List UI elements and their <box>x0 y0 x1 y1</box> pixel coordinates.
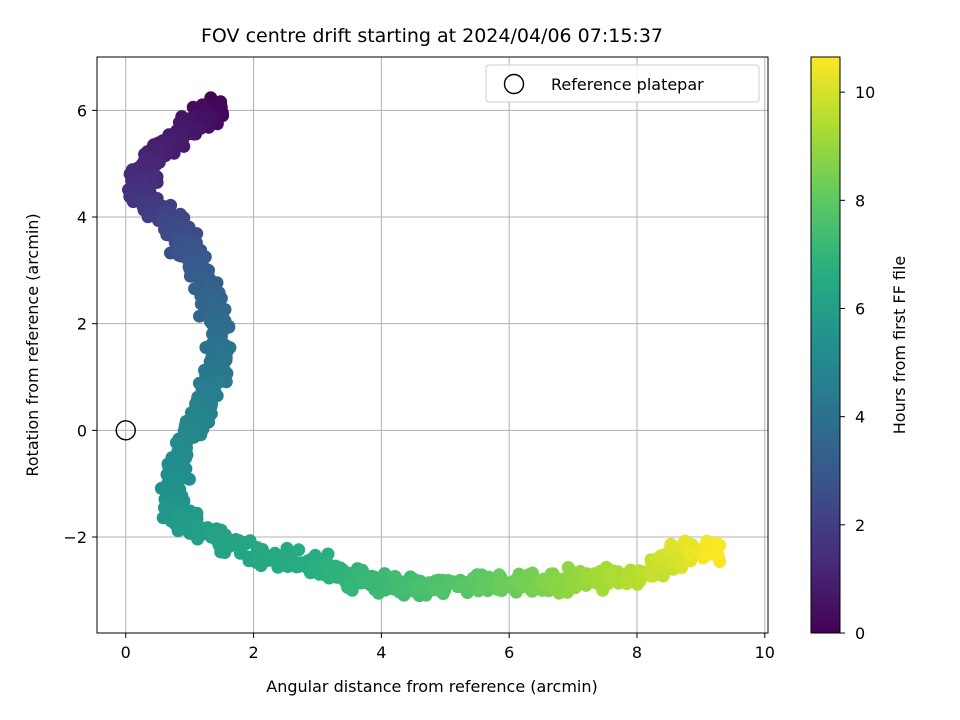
data-point <box>683 547 696 561</box>
plot-frame <box>96 56 769 634</box>
data-point <box>711 550 725 564</box>
y-axis-ticks: −2 0 2 4 6 <box>63 101 97 547</box>
y-tick-label: 6 <box>77 101 87 120</box>
colorbar-tick-label: 4 <box>855 408 865 427</box>
data-point <box>713 538 727 552</box>
data-point <box>138 153 152 167</box>
data-point <box>198 250 212 264</box>
legend-box <box>485 64 760 103</box>
data-point <box>292 543 306 557</box>
x-tick-label: 2 <box>248 643 258 662</box>
data-point <box>186 425 200 438</box>
data-point <box>193 309 206 323</box>
data-point <box>372 586 386 600</box>
legend: Reference platepar <box>485 64 760 103</box>
x-tick-label: 0 <box>121 643 131 662</box>
x-tick-label: 4 <box>376 643 386 662</box>
y-tick-label: −2 <box>63 528 87 547</box>
x-axis-ticks: 0 2 4 6 8 10 <box>121 633 775 662</box>
data-point <box>164 136 178 149</box>
data-point <box>355 563 369 577</box>
data-point <box>214 344 228 358</box>
x-tick-label: 6 <box>504 643 514 662</box>
data-point <box>280 553 294 567</box>
data-point <box>550 572 564 586</box>
data-point <box>174 127 188 141</box>
colorbar-tick-label: 2 <box>855 516 865 535</box>
data-point <box>663 543 677 557</box>
y-tick-label: 4 <box>77 208 87 227</box>
data-point <box>561 561 575 574</box>
chart-title: FOV centre drift starting at 2024/04/06 … <box>201 25 663 47</box>
data-point <box>525 566 539 580</box>
y-tick-label: 2 <box>77 315 87 334</box>
data-point <box>432 582 446 596</box>
data-point <box>675 561 688 575</box>
reference-point-marker <box>115 420 136 441</box>
data-point <box>192 376 206 390</box>
x-tick-label: 10 <box>755 643 775 662</box>
data-point <box>355 574 369 588</box>
data-point <box>204 338 218 352</box>
x-tick-label: 8 <box>632 643 642 662</box>
colorbar-tick-label: 6 <box>855 299 865 318</box>
data-point <box>177 441 191 455</box>
data-point <box>192 271 205 285</box>
data-point <box>198 410 212 424</box>
colorbar <box>810 56 841 634</box>
y-axis-label: Rotation from reference (arcmin) <box>23 213 42 476</box>
data-point <box>603 568 617 582</box>
colorbar-tick-label: 0 <box>855 624 865 643</box>
data-point <box>160 146 174 160</box>
colorbar-label: Hours from first FF file <box>890 256 909 435</box>
x-axis-label: Angular distance from reference (arcmin) <box>266 677 597 696</box>
scatter-points <box>122 91 727 603</box>
colorbar-ticks: 0 2 4 6 8 10 <box>840 83 875 643</box>
data-point <box>388 570 402 583</box>
y-tick-label: 0 <box>77 421 87 440</box>
data-point <box>182 472 196 486</box>
legend-marker <box>503 73 525 95</box>
data-point <box>172 508 186 522</box>
data-point <box>646 567 660 581</box>
data-point <box>210 389 224 403</box>
data-point <box>514 577 528 591</box>
data-point <box>451 580 465 594</box>
data-point <box>157 501 171 515</box>
colorbar-tick-label: 10 <box>855 83 875 102</box>
data-point <box>343 578 357 592</box>
data-point <box>493 576 507 590</box>
colorbar-tick-label: 8 <box>855 191 865 210</box>
data-point <box>251 543 265 557</box>
legend-entry-reference-platepar: Reference platepar <box>551 75 704 94</box>
